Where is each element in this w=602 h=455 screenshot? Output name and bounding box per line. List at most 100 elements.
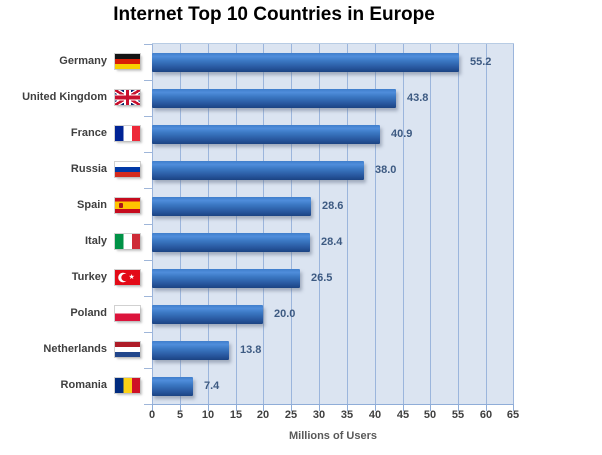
x-axis-tick (180, 405, 181, 411)
flag-france-icon (114, 124, 141, 142)
value-label: 38.0 (375, 164, 397, 176)
x-axis-tick (152, 405, 153, 411)
bar-poland (152, 305, 263, 324)
category-row: United Kingdom (0, 79, 141, 115)
x-axis-tick (208, 405, 209, 411)
plot-area: 55.2 43.8 40.9 38.0 28.6 28.4 26.5 20.0 13.8 7.4 (144, 43, 514, 411)
category-axis-tick (144, 224, 152, 225)
x-tick-label: 5 (176, 409, 184, 421)
gridline (513, 44, 514, 404)
value-label: 20.0 (274, 308, 296, 320)
bar-turkey (152, 269, 300, 288)
category-axis-tick (144, 332, 152, 333)
bar-germany (152, 53, 459, 72)
x-axis-tick (430, 405, 431, 411)
category-label: Russia (70, 163, 107, 175)
value-label: 13.8 (240, 344, 262, 356)
category-label: Germany (59, 55, 107, 67)
x-tick-label: 10 (201, 409, 215, 421)
flag-romania-icon (114, 376, 141, 394)
category-label: Romania (60, 379, 107, 391)
category-row: Turkey (0, 259, 141, 295)
flag-netherlands-icon (114, 340, 141, 358)
gridline (291, 44, 292, 404)
value-label: 28.6 (322, 200, 344, 212)
x-axis-tick (458, 405, 459, 411)
bar-italy (152, 233, 310, 252)
x-tick-label: 0 (148, 409, 156, 421)
x-axis-tick (236, 405, 237, 411)
flag-russia-icon (114, 160, 141, 178)
category-row: Germany (0, 43, 141, 79)
gridline (319, 44, 320, 404)
category-label: Spain (77, 199, 107, 211)
value-label: 43.8 (407, 92, 429, 104)
x-tick-label: 60 (479, 409, 493, 421)
category-label: Netherlands (43, 343, 107, 355)
x-axis-tick (513, 405, 514, 411)
bar-united-kingdom (152, 89, 396, 108)
category-row: Poland (0, 295, 141, 331)
category-row: Spain (0, 187, 141, 223)
bar-netherlands (152, 341, 229, 360)
category-row: Italy (0, 223, 141, 259)
x-axis-tick (319, 405, 320, 411)
gridline (486, 44, 487, 404)
category-axis-tick (144, 152, 152, 153)
category-axis-tick (144, 368, 152, 369)
x-tick-label: 40 (368, 409, 382, 421)
category-row: Russia (0, 151, 141, 187)
category-label: Poland (70, 307, 107, 319)
category-row: France (0, 115, 141, 151)
value-label: 26.5 (311, 272, 333, 284)
flag-united-kingdom-icon (114, 88, 141, 106)
gridline (430, 44, 431, 404)
x-axis-tick (375, 405, 376, 411)
gridline (208, 44, 209, 404)
x-axis-title: Millions of Users (288, 430, 378, 442)
chart-title: Internet Top 10 Countries in Europe (113, 4, 435, 25)
x-tick-label: 30 (312, 409, 326, 421)
category-axis-tick (144, 188, 152, 189)
x-axis-tick (291, 405, 292, 411)
category-row: Netherlands (0, 331, 141, 367)
x-tick-label: 45 (396, 409, 410, 421)
category-axis-tick (144, 44, 152, 45)
flag-germany-icon (114, 52, 141, 70)
x-tick-label: 55 (451, 409, 465, 421)
flag-poland-icon (114, 304, 141, 322)
bar-spain (152, 197, 311, 216)
value-label: 7.4 (204, 380, 220, 392)
gridline (263, 44, 264, 404)
flag-spain-icon (114, 196, 141, 214)
x-tick-label: 65 (506, 409, 520, 421)
gridline (375, 44, 376, 404)
value-label: 28.4 (321, 236, 343, 248)
category-label: France (70, 127, 107, 139)
x-tick-label: 50 (423, 409, 437, 421)
flag-italy-icon (114, 232, 141, 250)
bar-russia (152, 161, 364, 180)
category-label: United Kingdom (22, 91, 107, 103)
category-axis-tick (144, 260, 152, 261)
flag-turkey-icon (114, 268, 141, 286)
gridline (403, 44, 404, 404)
category-axis-tick (144, 80, 152, 81)
category-label: Italy (84, 235, 107, 247)
category-row: Romania (0, 367, 141, 403)
gridline (347, 44, 348, 404)
x-tick-label: 25 (284, 409, 298, 421)
category-axis-tick (144, 116, 152, 117)
category-axis-tick (144, 296, 152, 297)
x-tick-label: 20 (256, 409, 270, 421)
gridline (236, 44, 237, 404)
x-axis-tick (403, 405, 404, 411)
gridline (152, 44, 153, 404)
x-axis-tick (347, 405, 348, 411)
gridline (458, 44, 459, 404)
x-axis-tick (486, 405, 487, 411)
category-axis-tick (144, 404, 152, 405)
category-label: Turkey (71, 271, 107, 283)
x-axis-tick (263, 405, 264, 411)
